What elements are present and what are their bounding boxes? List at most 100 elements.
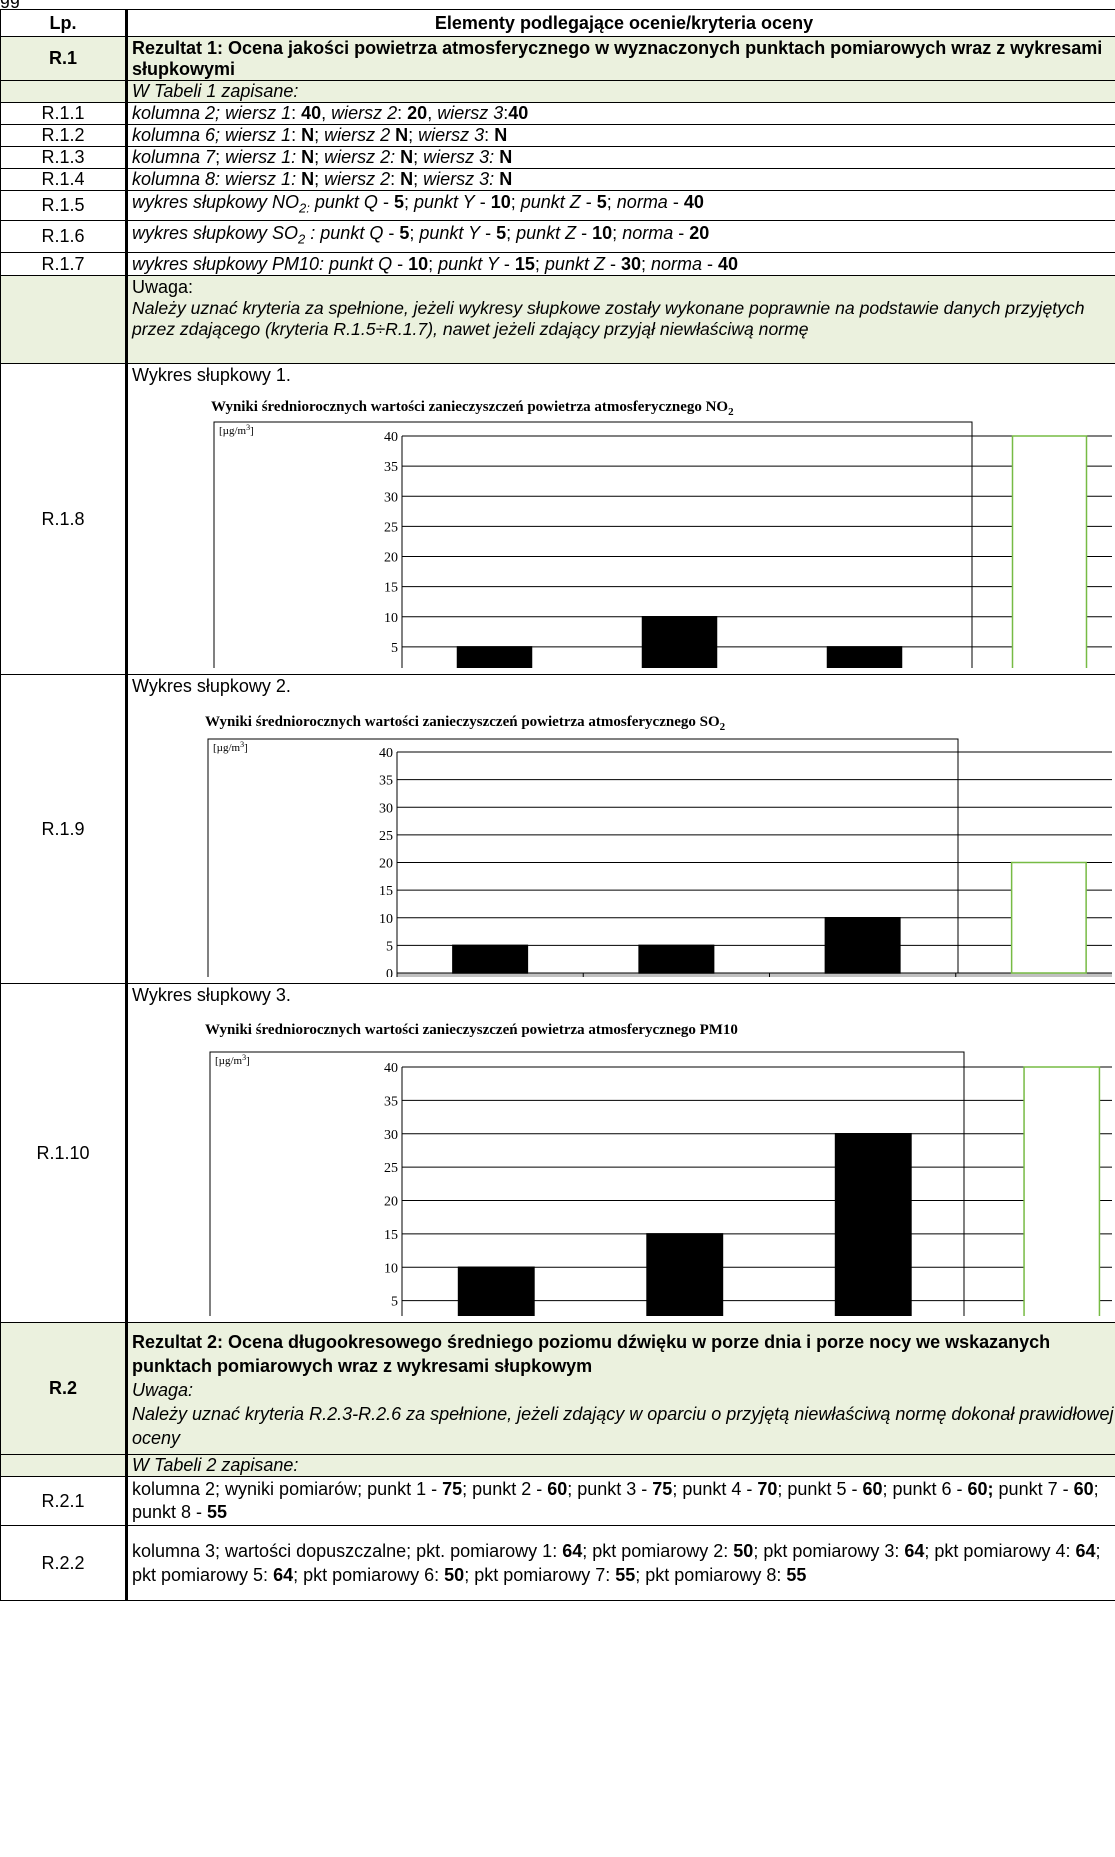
- text-run: N: [499, 147, 513, 168]
- row-text: wykres słupkowy PM10: punkt Q - 10; punk…: [126, 252, 1115, 276]
- text-run: 60: [1073, 1479, 1094, 1499]
- y-tick-label: 10: [384, 611, 398, 626]
- text-run: N: [494, 125, 508, 146]
- page-top-fragment: gg: [0, 0, 1115, 9]
- text-run: -: [667, 192, 684, 213]
- text-run: -: [702, 253, 719, 274]
- text-run: 5: [399, 223, 410, 244]
- text-run: :: [390, 169, 401, 190]
- text-run: ;: [408, 125, 419, 146]
- row-text: kolumna 8: wiersz 1: N; wiersz 2: N; wie…: [126, 168, 1115, 191]
- bar-chart-so2: Wyniki średniorocznych wartości zanieczy…: [205, 714, 1115, 983]
- text-run: 10: [592, 223, 613, 244]
- text-run: wiersz 2: [324, 169, 391, 190]
- r1-6-row: R.1.6 wykres słupkowy SO2 : punkt Q - 5;…: [0, 220, 1115, 253]
- row-id: R.1.2: [0, 124, 128, 147]
- r1-8-row: R.1.8 Wykres słupkowy 1. Wyniki średnior…: [0, 363, 1115, 675]
- text-run: wiersz 3:: [423, 147, 495, 168]
- text-run: -: [474, 192, 491, 213]
- text-run: ;: [314, 125, 325, 146]
- y-tick-label: 35: [379, 774, 393, 789]
- chart-label: Wykres słupkowy 3.: [132, 985, 291, 1005]
- bar-pkt-y: [638, 944, 715, 974]
- row-id: R.1.6: [0, 220, 128, 253]
- text-run: 75: [442, 1479, 463, 1499]
- r1-1-row: R.1.1 kolumna 2; wiersz 1: 40, wiersz 2:…: [0, 102, 1115, 125]
- text-run: wiersz 2:: [324, 147, 396, 168]
- r1-9-row: R.1.9 Wykres słupkowy 2. Wyniki średnior…: [0, 674, 1115, 984]
- r1-4-row: R.1.4 kolumna 8: wiersz 1: N; wiersz 2: …: [0, 168, 1115, 191]
- bar-norma: [1011, 435, 1088, 674]
- bar-pkt-z: [834, 1133, 912, 1322]
- text-run: punkt Y: [438, 253, 499, 274]
- text-run: 5: [393, 192, 404, 213]
- row-id: R.1.9: [0, 674, 128, 984]
- text-run: wiersz 3:: [423, 169, 495, 190]
- text-run: N: [395, 125, 409, 146]
- text-run: N: [301, 125, 315, 146]
- text-run: punkt Q: [309, 192, 378, 213]
- text-run: : punkt Q: [305, 223, 384, 244]
- text-run: kolumna 7: [132, 147, 216, 168]
- text-run: ;: [314, 147, 325, 168]
- text-run: punkt Z: [520, 192, 581, 213]
- text-run: -: [576, 223, 593, 244]
- text-run: 5: [496, 223, 507, 244]
- text-run: 50: [733, 1541, 754, 1561]
- text-run: -: [480, 223, 497, 244]
- text-run: ; pkt pomiarowy 7:: [464, 1565, 616, 1585]
- r1-table-note-row: W Tabeli 1 zapisane:: [0, 80, 1115, 103]
- text-run: ;: [640, 253, 651, 274]
- text-run: N: [301, 147, 315, 168]
- text-run: 5: [596, 192, 607, 213]
- text-run: ;: [510, 192, 521, 213]
- text-run: ; punkt 5 -: [777, 1479, 863, 1499]
- row-text: kolumna 2; wiersz 1: 40, wiersz 2: 20, w…: [126, 102, 1115, 125]
- text-run: ; pkt pomiarowy 5:: [132, 1541, 1101, 1585]
- row-id: R.1.5: [0, 190, 128, 221]
- text-run: :: [484, 125, 495, 146]
- text-run: :: [291, 103, 302, 124]
- y-axis-unit-label: [µg/m3]: [213, 740, 248, 754]
- bar-pkt-z: [824, 917, 901, 974]
- text-run: N: [400, 169, 414, 190]
- row-id: R.1.1: [0, 102, 128, 125]
- y-tick-label: 40: [384, 430, 398, 445]
- r1-title: Rezultat 1: Ocena jakości powietrza atmo…: [126, 36, 1115, 81]
- text-run: ;: [506, 223, 517, 244]
- y-tick-label: 5: [391, 641, 398, 656]
- text-run: wiersz 2: [331, 103, 398, 124]
- text-run: ;: [428, 253, 439, 274]
- text-run: ; pkt pomiarowy 4:: [924, 1541, 1076, 1561]
- table-header-row: Lp. Elementy podlegające ocenie/kryteria…: [0, 9, 1115, 37]
- y-tick-label: 35: [384, 1094, 398, 1109]
- r2-row: R.2 Rezultat 2: Ocena długookresowego śr…: [0, 1322, 1115, 1455]
- text-run: kolumna 6; wiersz 1: [132, 125, 292, 146]
- text-run: 64: [1075, 1541, 1096, 1561]
- text-run: ; punkt 6 -: [882, 1479, 968, 1499]
- y-tick-label: 30: [379, 801, 393, 816]
- y-tick-label: 30: [384, 1128, 398, 1143]
- y-tick-label: 25: [384, 1161, 398, 1176]
- text-run: -: [604, 253, 621, 274]
- uwaga1-row: Uwaga: Należy uznać kryteria za spełnion…: [0, 275, 1115, 364]
- text-run: -: [673, 223, 690, 244]
- y-tick-label: 35: [384, 460, 398, 475]
- text-run: ;: [409, 223, 420, 244]
- text-run: norma: [616, 192, 668, 213]
- text-run: :: [291, 125, 302, 146]
- text-run: 40: [301, 103, 322, 124]
- text-run: 60;: [967, 1479, 994, 1499]
- r1-10-row: R.1.10 Wykres słupkowy 3. Wyniki średnio…: [0, 983, 1115, 1323]
- text-run: N: [301, 169, 315, 190]
- text-run: punkt Y: [419, 223, 481, 244]
- text-run: 40: [718, 253, 739, 274]
- text-run: 10: [408, 253, 429, 274]
- uwaga1-label: Uwaga:: [132, 277, 194, 297]
- row-text: kolumna 7; wiersz 1: N; wiersz 2: N; wie…: [126, 146, 1115, 169]
- criteria-table: Lp. Elementy podlegające ocenie/kryteria…: [0, 9, 1115, 1601]
- r1-7-row: R.1.7 wykres słupkowy PM10: punkt Q - 10…: [0, 252, 1115, 276]
- text-run: wiersz 3: [437, 103, 504, 124]
- text-run: 70: [757, 1479, 778, 1499]
- text-run: :: [397, 103, 408, 124]
